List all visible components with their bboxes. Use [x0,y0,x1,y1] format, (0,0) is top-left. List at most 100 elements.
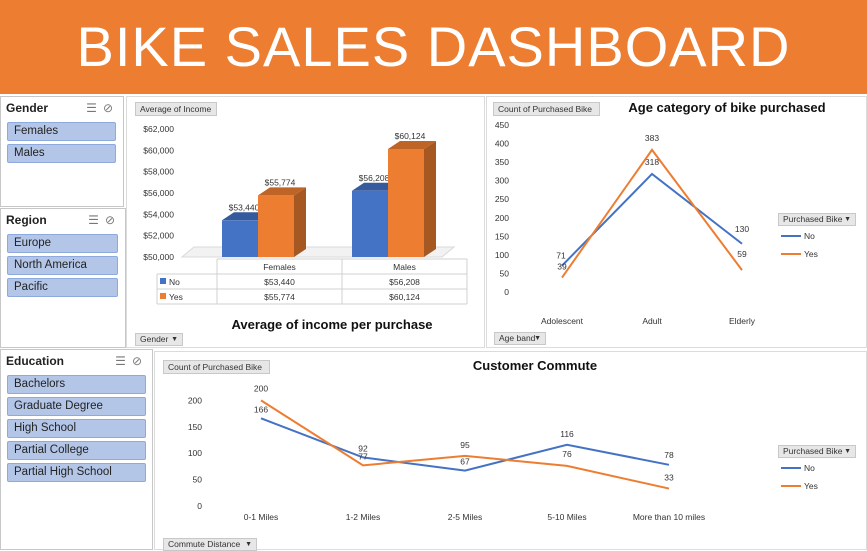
age-band-axis-button[interactable]: Age band ▼ [494,332,546,345]
y-tick-label: $62,000 [143,124,174,134]
table-cell: $56,208 [389,277,420,287]
slicer-item-high-school[interactable]: High School [7,419,146,438]
data-label: 67 [460,457,470,467]
clear-filter-icon[interactable]: ⊘ [104,213,115,227]
table-cell: $55,774 [264,292,295,302]
commute-legend-button[interactable]: Purchased Bike ▼ [778,445,856,458]
slicer-item-europe[interactable]: Europe [7,234,118,253]
y-tick-label: 0 [504,287,509,297]
field-button-average-income[interactable]: Average of Income [135,102,217,116]
table-cell: $60,124 [389,292,420,302]
data-label: 95 [460,440,470,450]
slicer-item-partial-high-school[interactable]: Partial High School [7,463,146,482]
data-label: 59 [737,249,747,259]
y-tick-label: 100 [495,250,509,260]
slicer-item-females[interactable]: Females [7,122,116,141]
clear-filter-icon[interactable]: ⊘ [102,101,113,115]
table-row-key: No [169,277,180,287]
y-tick-label: 200 [188,395,202,405]
age-legend-button[interactable]: Purchased Bike ▼ [778,213,856,226]
data-label: $53,440 [229,202,260,212]
age-chart-title: Age category of bike purchased [628,100,826,115]
age-chart-panel: Count of Purchased Bike Age category of … [486,96,867,348]
legend-swatch [160,293,166,299]
table-row-key: Yes [169,292,183,302]
data-label: 71 [556,251,566,261]
y-tick-label: $56,000 [143,188,174,198]
gender-slicer-title: Gender [6,101,49,115]
data-label: 33 [664,473,674,483]
slicer-item-bachelors[interactable]: Bachelors [7,375,146,394]
dropdown-arrow-icon: ▼ [844,448,851,455]
age-line-chart: 0 50 100 150 200 250 300 350 400 450 Adolescent Adu… [495,120,818,326]
y-tick-label: $50,000 [143,252,174,262]
y-tick-label: 100 [188,448,202,458]
y-tick-label: 50 [193,475,203,485]
legend-label: No [804,231,815,241]
bar-top [388,141,436,150]
line-series-yes [260,399,670,490]
bar-yes-females [258,195,294,257]
y-tick-label: $58,000 [143,167,174,177]
x-tick-label: 0-1 Miles [244,512,278,522]
gender-slicer: Gender ☰ ⊘ Females Males [0,96,124,207]
dropdown-arrow-icon: ▼ [171,336,178,343]
commute-chart-panel: Count of Purchased Bike Customer Commute… [154,351,867,551]
legend-swatch [160,278,166,284]
y-tick-label: 200 [495,213,509,223]
education-slicer: Education ☰ ⊘ Bachelors Graduate Degree H… [0,349,153,550]
clear-filter-icon[interactable]: ⊘ [131,354,142,368]
data-label: 383 [645,133,659,143]
y-tick-label: $54,000 [143,209,174,219]
bar-no-males [352,190,388,257]
x-tick-label: Adolescent [541,316,584,326]
slicer-item-partial-college[interactable]: Partial College [7,441,146,460]
y-tick-label: 250 [495,194,509,204]
slicer-item-males[interactable]: Males [7,144,116,163]
slicer-item-graduate-degree[interactable]: Graduate Degree [7,397,146,416]
y-tick-label: 0 [197,501,202,511]
data-label: 318 [645,157,659,167]
multi-select-icon[interactable]: ☰ [86,101,97,115]
dashboard-header: BIKE SALES DASHBOARD [0,0,867,94]
data-label: $60,124 [395,131,426,141]
x-tick-label: 2-5 Miles [448,512,482,522]
table-cell: $53,440 [264,277,295,287]
legend-label: No [804,463,815,473]
data-label: 200 [254,383,268,393]
bar-side [424,141,436,257]
data-label: 166 [254,404,268,414]
line-series-no [561,172,743,267]
slicer-item-pacific[interactable]: Pacific [7,278,118,297]
y-tick-label: 350 [495,157,509,167]
legend-label: Yes [804,249,818,259]
data-label: 78 [664,450,674,460]
data-label: 76 [562,449,572,459]
education-slicer-title: Education [6,354,65,368]
y-tick-label: $60,000 [143,145,174,155]
gender-axis-button[interactable]: Gender ▼ [135,333,183,346]
dashboard-title: BIKE SALES DASHBOARD [76,15,791,78]
income-chart-title: Average of income per purchase [231,317,433,332]
multi-select-icon[interactable]: ☰ [115,354,126,368]
dropdown-arrow-icon: ▼ [844,216,851,223]
table-col-header: Males [393,262,416,272]
data-label: $55,774 [265,177,296,187]
commute-distance-axis-button[interactable]: Commute Distance ▼ [163,538,257,551]
slicer-item-north-america[interactable]: North America [7,256,118,275]
income-chart-panel: Average of Income $50,000 $52,000 $54,000 $… [126,96,485,348]
y-tick-label: 150 [495,231,509,241]
bar-side [294,187,306,257]
commute-chart-title: Customer Commute [472,358,598,373]
data-label: 116 [560,429,574,439]
data-label: 92 [358,443,368,453]
field-button-count-purchased-commute[interactable]: Count of Purchased Bike [163,360,270,374]
field-button-count-purchased[interactable]: Count of Purchased Bike [493,102,600,116]
multi-select-icon[interactable]: ☰ [88,213,99,227]
bar-top [258,187,306,196]
bar-no-females [222,220,258,257]
region-slicer-title: Region [6,213,47,227]
x-tick-label: More than 10 miles [633,512,705,522]
y-tick-label: $52,000 [143,231,174,241]
line-series-yes [561,148,743,279]
